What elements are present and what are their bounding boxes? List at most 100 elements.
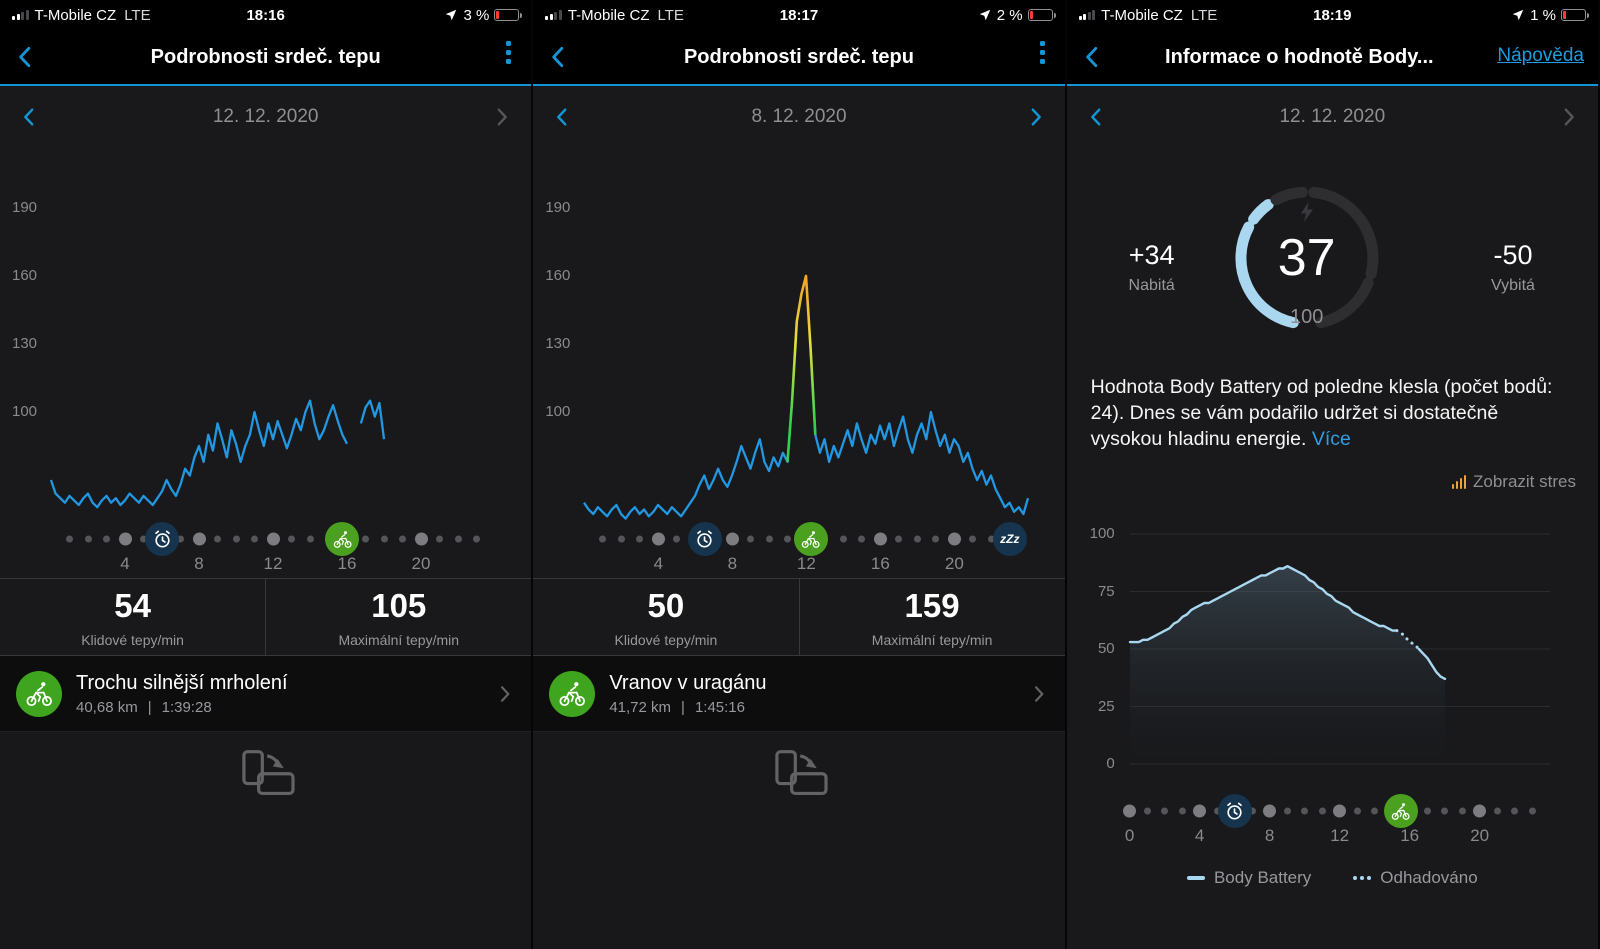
- y-axis-label: 50: [1097, 640, 1115, 657]
- nav-bar: Podrobnosti srdeč. tepu: [533, 30, 1065, 86]
- activity-row[interactable]: Trochu silnější mrholení 40,68 km | 1:39…: [0, 656, 532, 732]
- status-bar: T-Mobile CZ LTE 18:17 2 %: [533, 0, 1065, 30]
- x-axis-label: 12: [1330, 826, 1350, 845]
- cycling-icon: [1383, 794, 1418, 828]
- cycling-icon: [793, 522, 828, 556]
- timeline-dot: [1473, 804, 1487, 818]
- timeline-dot: [399, 535, 406, 543]
- stat-label: Klidové tepy/min: [614, 631, 718, 648]
- y-axis-label: 100: [545, 403, 571, 421]
- carrier-label: T-Mobile CZ: [567, 6, 650, 24]
- back-button[interactable]: [545, 44, 571, 70]
- stat-value: 54: [114, 586, 151, 624]
- location-arrow-icon: [444, 8, 458, 22]
- stats-row: 50 Klidové tepy/min 159 Maximální tepy/m…: [533, 578, 1065, 656]
- timeline-dot: [1493, 807, 1501, 815]
- legend-label: Odhadováno: [1380, 868, 1478, 887]
- clock-label: 18:17: [779, 6, 819, 24]
- legend-label: Body Battery: [1213, 868, 1312, 887]
- timeline-dot: [1213, 807, 1221, 815]
- cycling-icon: [325, 522, 360, 556]
- rotate-device-icon[interactable]: [767, 748, 831, 802]
- back-button[interactable]: [1079, 44, 1105, 70]
- body-battery-value: 37: [1277, 229, 1336, 287]
- alarm-clock-icon: [145, 522, 179, 556]
- status-bar: T-Mobile CZ LTE 18:16 3 %: [0, 0, 532, 30]
- x-axis-label: 20: [944, 554, 964, 573]
- timeline-dot: [473, 535, 480, 543]
- timeline-dot: [651, 532, 665, 546]
- timeline-dot: [414, 532, 428, 546]
- location-arrow-icon: [978, 8, 992, 22]
- timeline-dot: [306, 535, 314, 543]
- activity-duration: 1:39:28: [161, 698, 212, 716]
- previous-day-button[interactable]: [551, 106, 573, 128]
- timeline-dot: [1458, 807, 1466, 815]
- body-battery-max: 100: [1289, 306, 1324, 328]
- drained-stat: -50 Vybitá: [1448, 240, 1578, 295]
- carrier-label: T-Mobile CZ: [34, 6, 117, 24]
- date-navigator: 8. 12. 2020: [533, 86, 1065, 148]
- rotate-device-icon[interactable]: [234, 748, 298, 802]
- separator: |: [681, 698, 685, 716]
- resting-hr-stat: 54 Klidové tepy/min: [0, 579, 265, 655]
- timeline-dot: [140, 535, 147, 543]
- location-arrow-icon: [1511, 8, 1525, 22]
- lightning-bolt-icon: [1295, 200, 1319, 224]
- legend-body-battery: Body Battery: [1186, 868, 1312, 888]
- resting-hr-stat: 50 Klidové tepy/min: [533, 579, 798, 655]
- help-link[interactable]: Nápověda: [1497, 45, 1584, 66]
- status-bar: T-Mobile CZ LTE 18:19 1 %: [1066, 0, 1598, 30]
- network-type-label: LTE: [1190, 6, 1218, 24]
- stat-label: Klidové tepy/min: [81, 631, 184, 648]
- timeline-dot: [1528, 807, 1536, 815]
- overflow-menu-button[interactable]: [506, 41, 512, 64]
- timeline-dot: [617, 535, 625, 543]
- stat-value: 159: [904, 586, 960, 624]
- next-day-button[interactable]: [1025, 106, 1047, 128]
- next-day-button[interactable]: [1558, 106, 1580, 128]
- charged-value: +34: [1128, 240, 1175, 270]
- next-day-button[interactable]: [491, 106, 513, 128]
- activity-row[interactable]: Vranov v uragánu 41,72 km | 1:45:16: [533, 656, 1065, 732]
- back-button[interactable]: [12, 44, 38, 70]
- timeline-dot: [118, 532, 132, 546]
- summary-text: Hodnota Body Battery od poledne klesla (…: [1090, 376, 1553, 451]
- cycling-activity-icon: [549, 670, 596, 717]
- alarm-clock-icon: [1217, 794, 1252, 828]
- timeline-dot: [266, 532, 280, 546]
- timeline-dot: [1301, 807, 1309, 815]
- stat-label: Maximální tepy/min: [338, 631, 460, 648]
- x-axis-label: 12: [796, 554, 816, 573]
- activity-distance: 40,68 km: [76, 698, 138, 716]
- y-axis-label: 100: [12, 403, 38, 421]
- stats-row: 54 Klidové tepy/min 105 Maximální tepy/m…: [0, 578, 532, 656]
- y-axis-label: 160: [545, 267, 571, 285]
- x-axis-label: 20: [1470, 826, 1490, 845]
- separator: |: [147, 698, 152, 716]
- previous-day-button[interactable]: [18, 106, 40, 128]
- timeline-dot: [362, 535, 369, 543]
- y-axis-label: 75: [1097, 582, 1115, 600]
- nav-bar: Informace o hodnotě Body... Nápověda: [1066, 30, 1598, 86]
- timeline-dot: [673, 535, 681, 543]
- screen-heart-rate-detail-2: T-Mobile CZ LTE 18:17 2 % Podrobnosti sr…: [533, 0, 1067, 949]
- timeline-dot: [858, 535, 866, 543]
- date-navigator: 12. 12. 2020: [0, 86, 532, 148]
- page-title: Podrobnosti srdeč. tepu: [150, 45, 381, 68]
- show-stress-toggle[interactable]: Zobrazit stres: [1067, 462, 1598, 502]
- charged-label: Nabitá: [1128, 277, 1175, 294]
- battery-percent-label: 3 %: [463, 6, 490, 24]
- more-link[interactable]: Více: [1311, 428, 1351, 451]
- timeline-dots: [0, 522, 531, 556]
- timeline-dot: [288, 535, 295, 543]
- timeline-dot: [873, 532, 887, 546]
- max-hr-stat: 105 Maximální tepy/min: [265, 579, 531, 655]
- legend-estimated: Odhadováno: [1353, 868, 1478, 888]
- timeline-dot: [839, 535, 847, 543]
- overflow-menu-button[interactable]: [1039, 41, 1045, 64]
- y-axis-label: 100: [1089, 525, 1115, 542]
- previous-day-button[interactable]: [1085, 106, 1107, 128]
- clock-label: 18:19: [1313, 6, 1352, 24]
- timeline-dot: [66, 535, 73, 543]
